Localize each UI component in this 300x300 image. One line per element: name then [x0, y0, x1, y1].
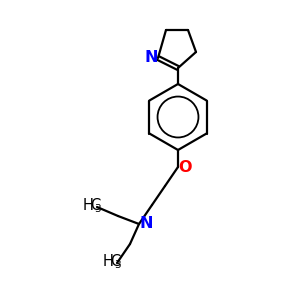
- Text: N: N: [139, 217, 153, 232]
- Text: 3: 3: [114, 260, 121, 271]
- Text: 3: 3: [94, 205, 101, 214]
- Text: H: H: [83, 199, 94, 214]
- Text: N: N: [144, 50, 158, 65]
- Text: C: C: [110, 254, 121, 269]
- Text: O: O: [178, 160, 192, 175]
- Text: H: H: [103, 254, 114, 269]
- Text: C: C: [90, 199, 100, 214]
